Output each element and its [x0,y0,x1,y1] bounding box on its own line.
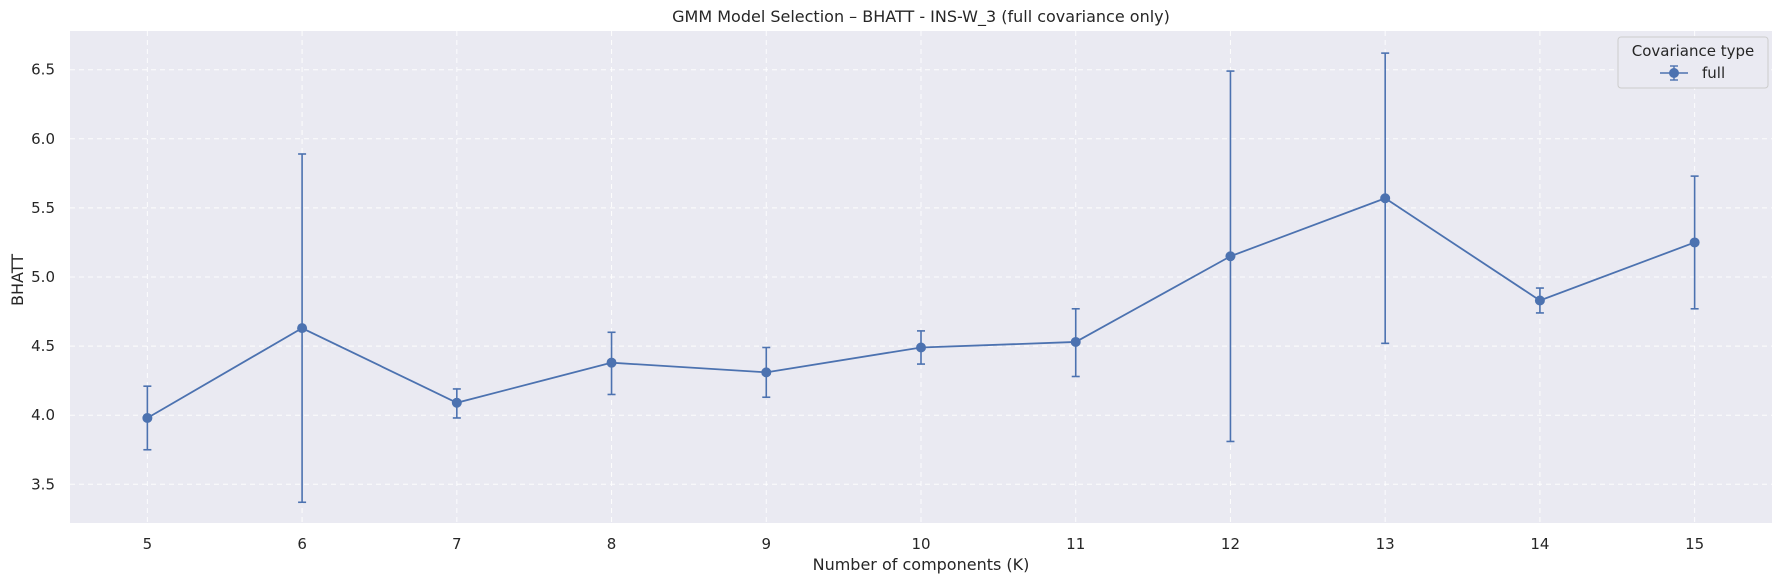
y-axis-label: BHATT [8,254,27,306]
y-tick-label: 3.5 [31,475,55,493]
legend-marker [1669,68,1679,78]
data-point [297,323,308,334]
y-tick-label: 4.5 [31,337,55,355]
x-tick-label: 10 [911,535,930,553]
data-point [606,357,617,368]
x-tick-label: 7 [452,535,462,553]
x-tick-label: 9 [761,535,771,553]
x-axis-label: Number of components (K) [813,555,1030,574]
legend-box [1617,36,1769,89]
y-tick-label: 5.0 [31,268,55,286]
legend-entry-full: full [1660,64,1725,82]
x-tick-label: 15 [1685,535,1704,553]
data-point [451,397,462,408]
legend-title: Covariance type [1632,42,1755,60]
data-point [1380,193,1391,204]
data-point [916,342,926,353]
x-tick-label: 5 [143,535,153,553]
x-tick-label: 13 [1376,535,1395,553]
x-tick-labels: 5 6 7 8 9 10 11 12 13 14 15 [143,535,1705,553]
data-point [142,412,153,423]
x-tick-label: 8 [607,535,617,553]
y-tick-label: 6.5 [31,61,55,79]
legend: Covariance type full [1617,36,1769,89]
x-tick-label: 6 [297,535,307,553]
legend-label: full [1702,64,1725,82]
data-point [1225,251,1236,262]
y-tick-label: 6.0 [31,130,55,148]
data-point [761,367,772,378]
data-point [1070,336,1081,347]
y-tick-label: 4.0 [31,406,55,424]
y-tick-label: 5.5 [31,199,55,217]
x-tick-label: 11 [1066,535,1085,553]
data-point [1689,237,1700,248]
x-tick-label: 14 [1530,535,1549,553]
marker-layer [142,193,1700,423]
x-tick-label: 12 [1221,535,1240,553]
data-point [1534,295,1545,306]
chart-title: GMM Model Selection – BHATT - INS-W_3 (f… [672,7,1170,27]
y-tick-labels: 3.5 4.0 4.5 5.0 5.5 6.0 6.5 [31,61,55,494]
